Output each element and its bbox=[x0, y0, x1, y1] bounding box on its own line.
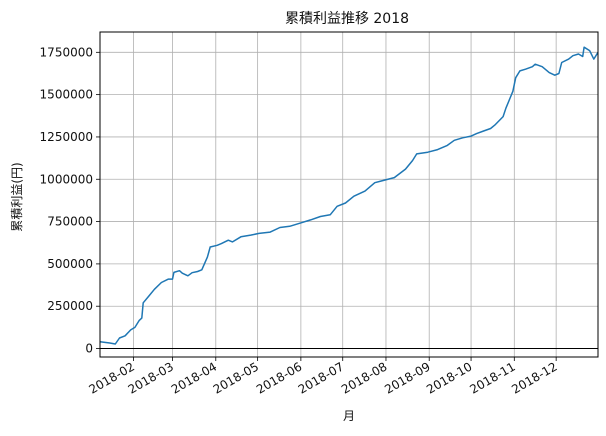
x-tick-label: 2018-11 bbox=[467, 359, 517, 396]
y-tick-label: 500000 bbox=[47, 257, 93, 271]
series-line bbox=[99, 46, 599, 345]
x-tick-label: 2018-06 bbox=[254, 359, 304, 396]
y-tick-label: 1500000 bbox=[40, 88, 93, 102]
y-axis-title: 累積利益(円) bbox=[9, 162, 24, 231]
x-axis-ticks: 2018-022018-032018-042018-052018-062018-… bbox=[87, 357, 560, 397]
x-tick-label: 2018-05 bbox=[211, 359, 261, 396]
x-tick-label: 2018-07 bbox=[296, 359, 346, 396]
y-tick-label: 750000 bbox=[47, 215, 93, 229]
x-tick-label: 2018-04 bbox=[169, 359, 219, 396]
series-layer bbox=[99, 46, 599, 345]
y-tick-label: 1250000 bbox=[40, 130, 93, 144]
x-tick-label: 2018-08 bbox=[339, 359, 389, 396]
x-tick-label: 2018-09 bbox=[382, 359, 432, 396]
y-axis-ticks: 0 250000 500000 750000 1000000 1250000 1500000… bbox=[40, 45, 100, 356]
y-tick-label: 1000000 bbox=[40, 172, 93, 186]
x-tick-label: 2018-10 bbox=[424, 359, 474, 396]
y-tick-label: 0 bbox=[85, 342, 93, 356]
plot-frame bbox=[99, 31, 599, 358]
chart-title: 累積利益推移 2018 bbox=[285, 11, 409, 27]
x-tick-label: 2018-12 bbox=[509, 359, 559, 396]
grid bbox=[100, 32, 598, 357]
y-tick-label: 250000 bbox=[47, 299, 93, 313]
x-axis-title: 月 bbox=[343, 409, 355, 423]
y-tick-label: 1750000 bbox=[40, 45, 93, 59]
